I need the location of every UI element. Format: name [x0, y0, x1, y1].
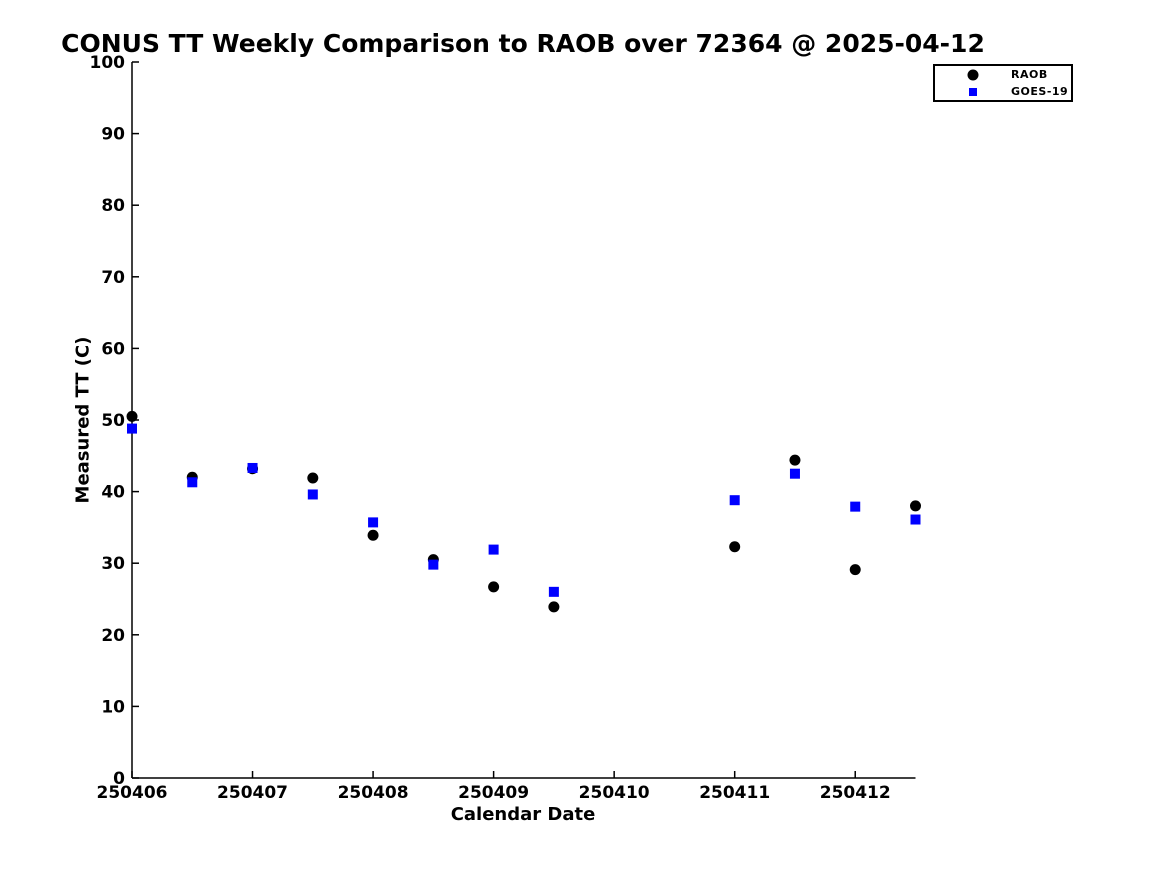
y-tick-label: 20: [101, 626, 125, 646]
x-tick-label: 250409: [458, 783, 529, 803]
series-goes-19: [127, 423, 921, 597]
legend: RAOB GOES-19: [933, 64, 1073, 102]
goes-19-point: [127, 423, 137, 434]
goes-19-legend-marker-icon: [935, 85, 1011, 99]
y-tick-label: 90: [101, 125, 125, 145]
y-tick-label: 100: [90, 53, 126, 73]
x-axis-label: Calendar Date: [450, 804, 596, 825]
y-tick-label: 80: [101, 196, 125, 216]
x-tick-label: 250407: [217, 783, 288, 803]
raob-marker-circle-icon: [967, 69, 979, 80]
raob-legend-label: RAOB: [1011, 68, 1048, 81]
goes-19-point: [368, 517, 379, 528]
x-tick-label: 250408: [338, 783, 409, 803]
raob-point: [488, 581, 500, 593]
raob-point: [910, 500, 921, 512]
raob-point: [307, 472, 319, 484]
y-tick-label: 70: [101, 268, 125, 288]
axes: 0 10 20 30 40 50 60 70 80 90 100 250406 250407 250408…: [90, 53, 916, 803]
y-tick-label: 60: [101, 339, 125, 359]
chart-title: CONUS TT Weekly Comparison to RAOB over …: [61, 29, 985, 58]
goes-19-point: [850, 501, 861, 512]
goes-19-point: [428, 559, 439, 570]
y-tick-label: 50: [101, 411, 125, 431]
goes-19-marker-square-icon: [969, 87, 977, 96]
y-tick-label: 10: [101, 697, 125, 717]
y-tick-label: 40: [101, 483, 125, 503]
y-tick-label: 30: [101, 554, 125, 574]
goes-19-point: [910, 514, 921, 525]
raob-point: [729, 541, 741, 553]
raob-legend-marker-icon: [935, 68, 1011, 82]
x-tick-label: 250406: [97, 783, 168, 803]
raob-point: [126, 410, 138, 422]
raob-point: [367, 529, 379, 541]
x-tick-label: 250412: [820, 783, 891, 803]
goes-19-legend-label: GOES-19: [1011, 85, 1069, 98]
x-tick-label: 250411: [699, 783, 770, 803]
goes-19-point: [548, 586, 559, 597]
goes-19-point: [789, 468, 800, 479]
x-tick-label: 250410: [579, 783, 650, 803]
raob-point: [789, 454, 801, 466]
raob-point: [849, 564, 861, 576]
data-series: [126, 410, 921, 613]
raob-point: [548, 601, 560, 613]
y-tick-label: 0: [113, 769, 125, 789]
goes-19-point: [729, 495, 740, 506]
legend-item-goes-19: GOES-19: [935, 83, 1071, 100]
goes-19-point: [488, 544, 499, 555]
series-raob: [126, 410, 921, 613]
legend-item-raob: RAOB: [935, 66, 1071, 83]
goes-19-point: [247, 462, 258, 473]
goes-19-point: [187, 477, 198, 488]
goes-19-point: [307, 489, 318, 500]
